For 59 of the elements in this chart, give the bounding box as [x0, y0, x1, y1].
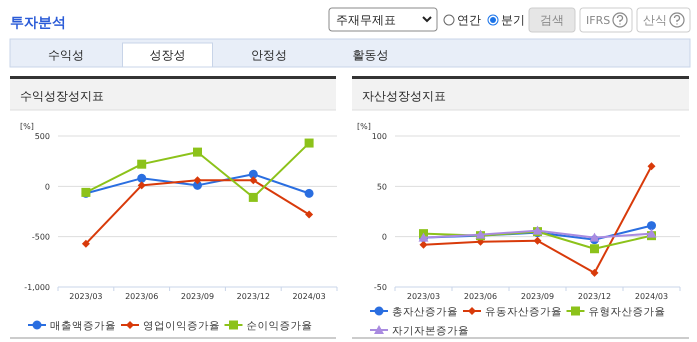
y-tick-label: -50	[374, 283, 387, 292]
y-tick-label: -500	[32, 232, 50, 242]
chart-title: 자산성장성지표	[362, 89, 446, 103]
x-tick-label: 2023/03	[406, 292, 440, 301]
legend-label: 유형자산증가율	[588, 306, 666, 318]
y-axis-title: [%]	[357, 122, 371, 131]
point	[138, 181, 146, 190]
point	[193, 148, 202, 157]
point	[194, 176, 202, 184]
text: 검색	[540, 13, 564, 27]
text: 산식	[643, 13, 667, 27]
legend-label: 순이익증가율	[246, 320, 312, 332]
x-tick-label: 2023/12	[236, 292, 270, 301]
y-tick-label: 100	[372, 132, 387, 141]
point	[420, 240, 428, 249]
x-tick-label: 2023/06	[464, 292, 498, 301]
text: 성장성	[150, 48, 186, 62]
point	[646, 228, 656, 238]
y-tick-label: 0	[44, 182, 50, 192]
text: IFRS	[586, 14, 610, 27]
x-tick-label: 2024/03	[292, 292, 326, 301]
legend-label: 총자산증가율	[392, 306, 458, 318]
text: 주재무제표	[336, 13, 396, 27]
y-tick-label: 50	[376, 182, 387, 192]
text: 분기	[501, 13, 525, 27]
point	[648, 162, 656, 170]
y-tick-label: -1,000	[24, 283, 50, 292]
point	[304, 138, 314, 148]
text: 수익성	[48, 48, 84, 62]
point	[82, 240, 90, 248]
point	[304, 188, 314, 198]
legend-label: 유동자산증가율	[485, 306, 562, 318]
chart-title: 수익성장성지표	[20, 89, 104, 103]
legend-label: 매출액증가율	[50, 320, 116, 332]
point	[137, 174, 146, 183]
text: 활동성	[352, 48, 388, 62]
point	[647, 221, 656, 230]
y-tick-label: 500	[34, 132, 50, 141]
x-tick-label: 2023/09	[180, 292, 214, 301]
legend-label: 자기자본증가율	[392, 325, 469, 337]
point	[590, 268, 598, 277]
x-tick-label: 2023/12	[578, 292, 612, 301]
text: 안정성	[251, 48, 287, 62]
point	[249, 176, 258, 184]
point	[590, 232, 600, 242]
point	[248, 192, 258, 202]
legend-label: 영업이익증가율	[143, 320, 220, 332]
text: 연간	[457, 13, 481, 27]
y-tick-label: 0	[382, 232, 387, 242]
point	[137, 160, 146, 169]
x-tick-label: 2024/03	[634, 292, 668, 301]
y-axis-title: [%]	[20, 122, 34, 131]
point	[534, 236, 542, 245]
point	[590, 244, 599, 254]
point	[305, 210, 314, 219]
x-tick-label: 2023/06	[125, 292, 158, 301]
text: 투자분석	[10, 15, 66, 31]
x-tick-label: 2023/03	[69, 292, 103, 301]
x-tick-label: 2023/09	[520, 292, 554, 301]
